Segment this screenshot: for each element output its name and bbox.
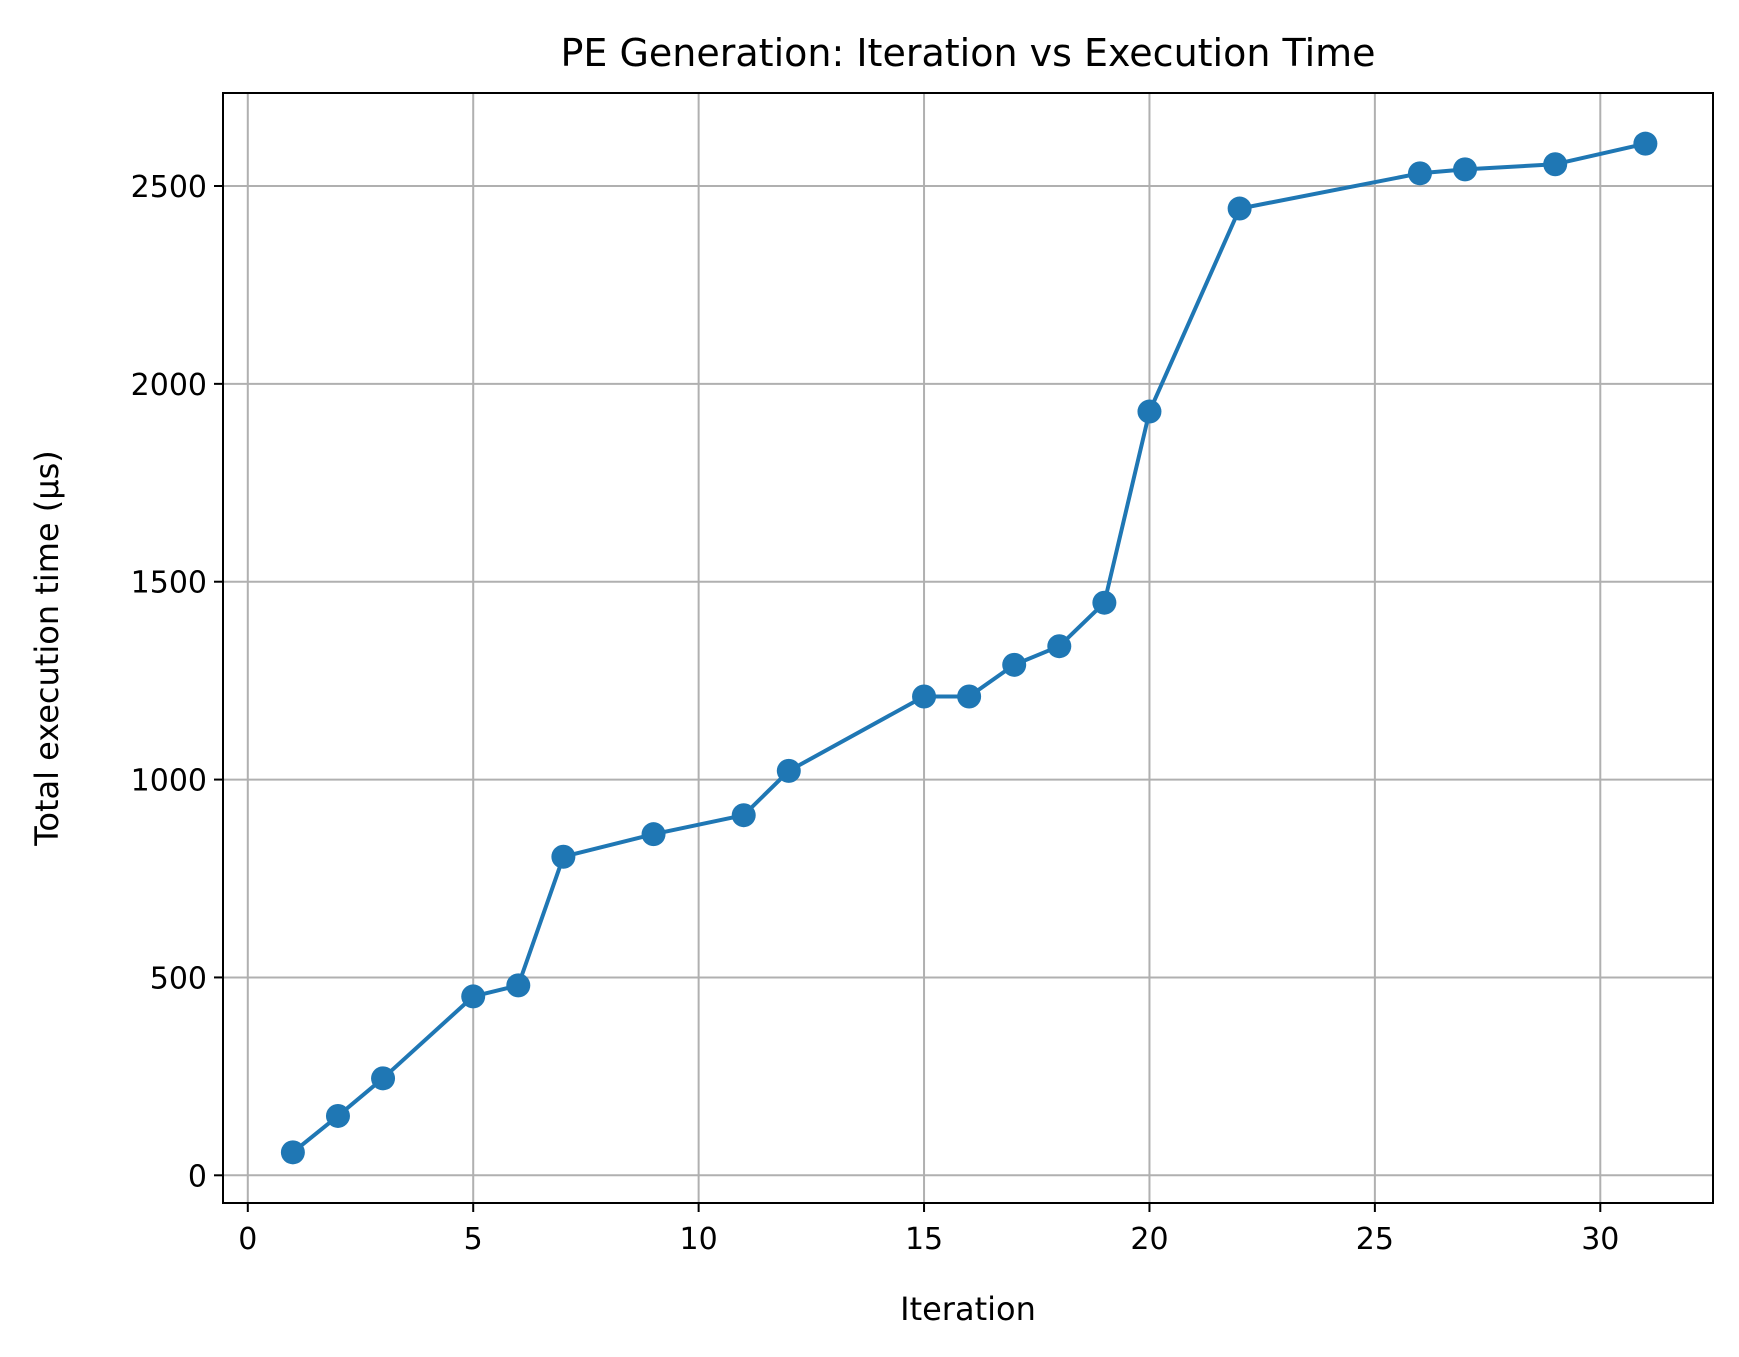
x-tick-label: 30 <box>1581 1222 1619 1257</box>
data-point <box>371 1066 396 1091</box>
x-axis: 0 5 10 15 20 25 30 <box>238 1203 1619 1257</box>
data-point <box>641 822 666 847</box>
data-point <box>957 684 982 709</box>
data-point <box>1543 152 1568 177</box>
data-point <box>461 984 486 1009</box>
data-point <box>1633 131 1658 156</box>
data-point <box>325 1103 350 1128</box>
x-tick-label: 10 <box>680 1222 718 1257</box>
y-tick-label: 500 <box>150 961 207 996</box>
y-tick-label: 1500 <box>131 566 207 601</box>
data-point <box>776 758 801 783</box>
data-point <box>1137 399 1162 424</box>
x-tick-label: 5 <box>464 1222 483 1257</box>
data-point <box>1047 634 1072 659</box>
data-point <box>1407 161 1432 186</box>
chart-title: PE Generation: Iteration vs Execution Ti… <box>560 31 1375 75</box>
x-tick-label: 15 <box>905 1222 943 1257</box>
plot-frame <box>222 92 1714 1204</box>
y-tick-label: 2500 <box>131 170 207 205</box>
grid <box>223 93 1713 1203</box>
data-point <box>280 1140 305 1165</box>
data-point <box>506 973 531 998</box>
series-layer <box>280 131 1658 1165</box>
y-tick-label: 2000 <box>131 368 207 403</box>
x-tick-label: 20 <box>1130 1222 1168 1257</box>
data-point <box>1453 157 1478 182</box>
data-point <box>551 844 576 869</box>
data-point <box>731 803 756 828</box>
y-tick-label: 0 <box>188 1159 207 1194</box>
data-point <box>1227 196 1252 221</box>
y-tick-label: 1000 <box>131 764 207 799</box>
x-tick-label: 25 <box>1356 1222 1394 1257</box>
y-axis-label: Total execution time (μs) <box>28 450 66 846</box>
x-tick-label: 0 <box>238 1222 257 1257</box>
data-point <box>912 684 937 709</box>
x-axis-label: Iteration <box>900 1290 1036 1328</box>
data-point <box>1092 590 1117 615</box>
data-point <box>1002 652 1027 677</box>
y-axis: 0 500 1000 1500 2000 2500 <box>131 170 223 1194</box>
